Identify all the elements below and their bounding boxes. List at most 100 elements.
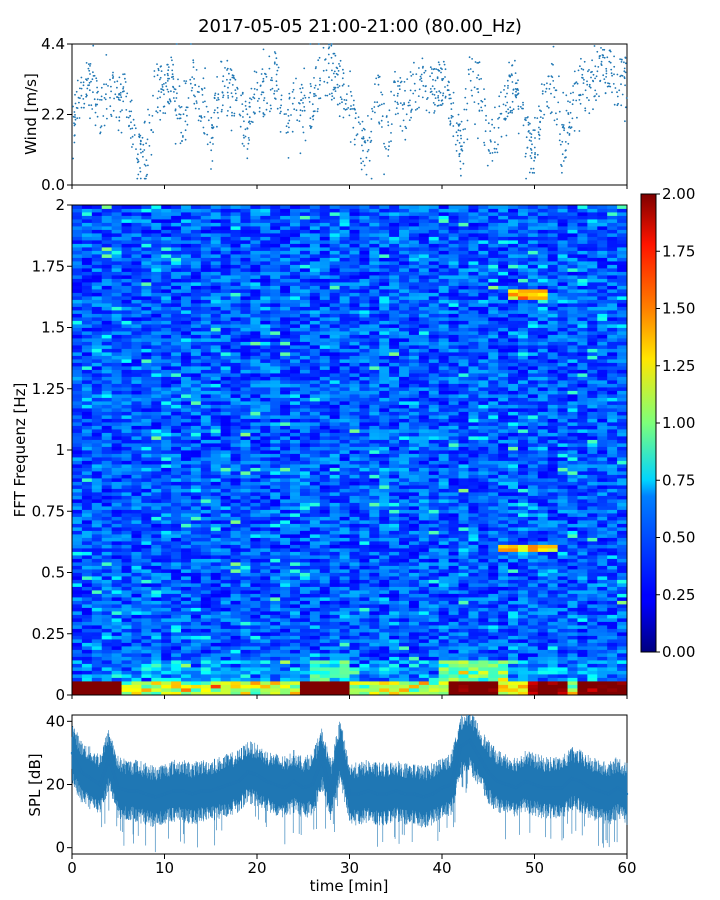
spectrogram-cell xyxy=(131,551,142,556)
wind-point xyxy=(198,108,200,110)
spectrogram-cell xyxy=(81,492,93,496)
spectrogram-cell xyxy=(408,691,420,696)
spectrogram-cell xyxy=(151,534,162,538)
wind-point xyxy=(624,62,627,65)
spectrogram-cell xyxy=(121,527,132,531)
spectrogram-cell xyxy=(408,597,420,601)
spectrogram-cell xyxy=(200,649,212,654)
spectrogram-cell xyxy=(72,649,83,654)
spectrogram-cell xyxy=(81,488,93,493)
spectrogram-cell xyxy=(418,565,430,570)
spectrogram-cell xyxy=(151,495,162,500)
spectrogram-cell xyxy=(438,590,450,594)
spectrogram-cell xyxy=(220,527,231,531)
spectrogram-cell xyxy=(230,600,241,605)
spectrogram-cell xyxy=(478,677,489,682)
wind-point xyxy=(621,58,623,61)
spectrogram-cell xyxy=(210,488,222,493)
spectrogram-cell xyxy=(557,639,568,643)
spectrogram-cell xyxy=(260,593,271,598)
spectrogram-cell xyxy=(111,639,122,643)
spectrogram-cell xyxy=(260,555,271,559)
spectrogram-cell xyxy=(141,523,152,528)
spectrogram-cell xyxy=(498,530,509,535)
wind-point xyxy=(340,98,343,101)
spectrogram-cell xyxy=(280,611,291,615)
spectrogram-cell xyxy=(151,516,162,521)
spectrogram-cell xyxy=(240,656,251,661)
spectrogram-cell xyxy=(527,691,539,696)
spectrogram-cell xyxy=(418,541,430,545)
spectrogram-cell xyxy=(121,562,132,566)
spectrogram-cell xyxy=(81,642,93,647)
spectrogram-cell xyxy=(408,474,420,479)
spectrogram-cell xyxy=(200,576,212,580)
spectrogram-cell xyxy=(458,530,469,535)
wind-point xyxy=(503,89,505,91)
wind-point xyxy=(146,138,149,141)
wind-point xyxy=(438,90,441,93)
spectrogram-cell xyxy=(349,541,360,545)
wind-point xyxy=(124,77,126,80)
spectrogram-cell xyxy=(240,670,251,675)
spectrogram-cell xyxy=(587,520,598,524)
spectrogram-cell xyxy=(161,684,172,689)
spectrogram-cell xyxy=(131,586,142,591)
spectrogram-cell xyxy=(597,516,608,521)
spectrogram-cell xyxy=(369,614,380,619)
spectrogram-cell xyxy=(141,569,152,573)
spectrogram-cell xyxy=(508,579,519,584)
spectrogram-cell xyxy=(448,628,459,633)
wind-point xyxy=(469,79,472,82)
spectrogram-cell xyxy=(379,555,390,559)
wind-point xyxy=(600,60,603,63)
spectrogram-cell xyxy=(617,593,628,598)
spectrogram-cell xyxy=(329,527,340,531)
spectrogram-cell xyxy=(498,660,509,664)
wind-point xyxy=(362,136,365,138)
wind-point xyxy=(248,116,251,119)
spectrogram-cell xyxy=(270,663,281,668)
spectrogram-cell xyxy=(527,639,539,643)
spectrogram-cell xyxy=(587,569,598,573)
spectrogram-cell xyxy=(270,495,281,500)
spectrogram-cell xyxy=(379,534,390,538)
wind-point xyxy=(522,107,524,110)
spectrogram-cell xyxy=(498,614,509,619)
spectrogram-cell xyxy=(260,604,271,608)
wind-point xyxy=(437,69,440,72)
wind-point xyxy=(509,111,512,114)
spectrogram-cell xyxy=(448,572,459,577)
wind-point xyxy=(343,107,345,110)
wind-point xyxy=(612,83,615,85)
wind-point xyxy=(599,55,601,57)
spectrogram-cell xyxy=(319,565,331,570)
spectrogram-cell xyxy=(181,492,192,496)
spectrogram-cell xyxy=(349,653,360,657)
spectrogram-cell xyxy=(478,663,489,668)
wind-point xyxy=(82,84,85,87)
spectrogram-cell xyxy=(210,646,222,650)
spectrogram-cell xyxy=(607,642,618,647)
spectrogram-cell xyxy=(408,684,420,689)
wind-point xyxy=(511,109,513,112)
wind-point xyxy=(555,112,557,115)
spectrogram-cell xyxy=(399,621,410,626)
wind-point xyxy=(534,152,536,154)
spectrogram-cell xyxy=(369,544,380,549)
spectrogram-cell xyxy=(91,485,103,489)
spectrogram-cell xyxy=(458,523,469,528)
spectrogram-cell xyxy=(349,499,360,503)
spectrogram-cell xyxy=(517,590,529,594)
spectrogram-cell xyxy=(478,502,489,507)
spectrogram-cell xyxy=(369,667,380,671)
spectrogram-cell xyxy=(468,541,479,545)
spectrogram-cell xyxy=(299,478,311,482)
spectrogram-cell xyxy=(299,649,311,654)
wind-point xyxy=(333,70,336,73)
spectrogram-cell xyxy=(181,628,192,633)
spectrogram-cell xyxy=(428,653,440,657)
wind-point xyxy=(588,112,591,115)
spectrogram-cell xyxy=(607,681,618,685)
spectrogram-cell xyxy=(151,502,162,507)
